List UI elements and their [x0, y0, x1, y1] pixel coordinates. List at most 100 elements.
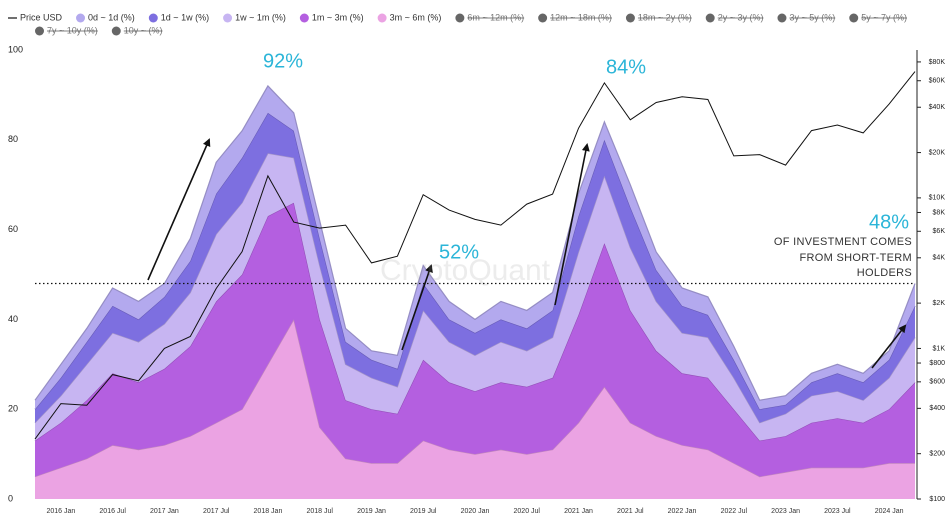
y2-tick-label: $600	[929, 379, 945, 386]
y2-tick-label: $400	[929, 405, 945, 412]
legend-swatch	[849, 13, 859, 23]
x-tick-label: 2019 Jan	[357, 508, 386, 515]
x-tick-label: 2018 Jul	[306, 508, 333, 515]
y2-tick-label: $10K	[929, 195, 946, 202]
stacked-area	[35, 85, 915, 410]
annotation-value: 48%	[869, 211, 909, 233]
arrow	[147, 138, 211, 281]
y2-tick-label: $40K	[929, 104, 946, 111]
legend-swatch	[76, 13, 86, 23]
y2-tick-label: $80K	[929, 59, 946, 66]
legend-swatch	[777, 13, 787, 23]
legend-item[interactable]: 1m ~ 3m (%)	[299, 12, 364, 23]
stacked-area	[35, 202, 915, 477]
legend-item[interactable]: 1d ~ 1w (%)	[148, 12, 209, 23]
price-line	[34, 71, 916, 440]
y2-tick-label: $200	[929, 451, 945, 458]
legend-label: 1m ~ 3m (%)	[312, 12, 364, 22]
x-tick-label: 2022 Jan	[668, 508, 697, 515]
legend-item[interactable]: 10y ~ (%)	[111, 25, 163, 36]
y2-tick-label: $800	[929, 360, 945, 367]
x-tick-label: 2017 Jan	[150, 508, 179, 515]
legend-item[interactable]: 2y ~ 3y (%)	[705, 12, 764, 23]
legend-swatch	[299, 13, 309, 23]
stacked-area	[35, 112, 915, 423]
arrow	[401, 264, 433, 351]
x-tick-label: 2023 Jan	[771, 508, 800, 515]
overlay	[147, 138, 907, 369]
x-tick-label: 2017 Jul	[203, 508, 230, 515]
legend-item[interactable]: 3y ~ 5y (%)	[777, 12, 835, 23]
y-tick-label: 100	[8, 44, 23, 54]
y2-tick-label: $100	[929, 496, 945, 503]
legend-label: 6m ~ 12m (%)	[467, 12, 524, 22]
annotation-value: 92%	[263, 50, 303, 72]
y2-tick-label: $60K	[929, 78, 946, 85]
legend-item[interactable]: 1w ~ 1m (%)	[223, 12, 286, 23]
legend-swatch	[625, 13, 635, 23]
annotation-text: HOLDERS	[857, 267, 912, 279]
y-tick-label: 20	[8, 404, 18, 414]
legend-label: 1d ~ 1w (%)	[161, 12, 209, 22]
x-tick-label: 2020 Jul	[514, 508, 541, 515]
legend-label: 5y ~ 7y (%)	[861, 12, 907, 22]
y-tick-label: 60	[8, 224, 18, 234]
x-tick-label: 2019 Jul	[410, 508, 437, 515]
legend-swatch	[705, 13, 715, 23]
x-tick-label: 2022 Jul	[721, 508, 748, 515]
x-tick-label: 2016 Jan	[46, 508, 75, 515]
y2-tick-label: $6K	[933, 228, 946, 235]
y2-tick-label: $2K	[933, 300, 946, 307]
legend-label: 10y ~ (%)	[124, 25, 163, 35]
x-tick-label: 2020 Jan	[461, 508, 490, 515]
x-tick-label: 2024 Jan	[875, 508, 904, 515]
x-tick-label: 2023 Jul	[824, 508, 851, 515]
legend-item[interactable]: 7y ~ 10y (%)	[35, 25, 98, 36]
legend-label: 0d ~ 1d (%)	[88, 12, 135, 22]
legend-item[interactable]: 3m ~ 6m (%)	[377, 12, 442, 23]
legend-swatch	[35, 26, 44, 36]
legend-swatch	[111, 26, 121, 36]
legend-label: 2y ~ 3y (%)	[718, 12, 764, 22]
legend-label: 3m ~ 6m (%)	[390, 12, 442, 22]
legend-label: 18m ~ 2y (%)	[638, 12, 692, 22]
y2-tick-label: $8K	[933, 209, 946, 216]
y2-tick-label: $4K	[933, 255, 946, 262]
arrow	[554, 143, 590, 306]
legend-label: 12m ~ 18m (%)	[550, 12, 612, 22]
legend-item[interactable]: 12m ~ 18m (%)	[538, 12, 612, 23]
y2-tick-label: $1K	[933, 345, 946, 352]
plot-area	[34, 84, 916, 499]
stacked-area	[35, 319, 915, 499]
y2-tick-label: $20K	[929, 149, 946, 156]
legend-label: 3y ~ 5y (%)	[789, 12, 835, 22]
x-tick-label: 2021 Jul	[617, 508, 644, 515]
x-tick-label: 2021 Jan	[564, 508, 593, 515]
annotation-text: FROM SHORT-TERM	[800, 252, 912, 264]
x-tick-label: 2016 Jul	[99, 508, 126, 515]
annotation-value: 52%	[439, 241, 479, 263]
legend-item[interactable]: 6m ~ 12m (%)	[455, 12, 524, 23]
area-edge	[34, 84, 916, 401]
x-tick-label: 2018 Jan	[254, 508, 283, 515]
stacked-area	[35, 153, 915, 441]
legend-label: 7y ~ 10y (%)	[47, 25, 98, 35]
arrow	[871, 324, 907, 369]
y-tick-label: 0	[8, 493, 13, 503]
legend-item[interactable]: 18m ~ 2y (%)	[625, 12, 692, 23]
legend-label: 1w ~ 1m (%)	[235, 12, 286, 22]
y-tick-label: 80	[8, 134, 18, 144]
watermark: CryptoQuant	[380, 254, 551, 287]
legend-swatch	[148, 13, 158, 23]
annotation-value: 84%	[606, 56, 646, 78]
legend-item[interactable]: 0d ~ 1d (%)	[76, 12, 135, 23]
legend-item[interactable]: Price USD	[8, 12, 63, 22]
legend-label: Price USD	[20, 12, 63, 22]
annotation-text: OF INVESTMENT COMES	[774, 236, 912, 248]
legend-swatch	[377, 13, 387, 23]
legend-swatch	[223, 13, 233, 23]
legend-swatch	[538, 13, 548, 23]
y-tick-label: 40	[8, 314, 18, 324]
legend-item[interactable]: 5y ~ 7y (%)	[849, 12, 907, 23]
